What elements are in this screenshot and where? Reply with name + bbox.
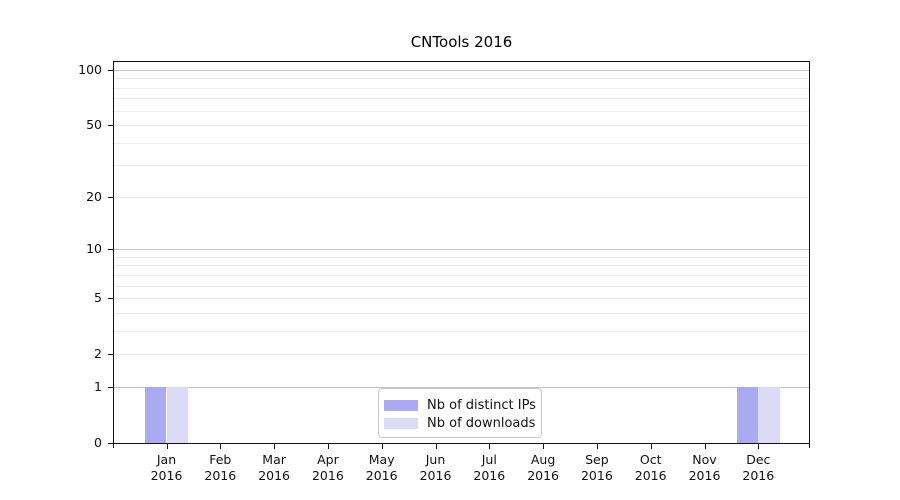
x-tick-label: Apr 2016 — [301, 452, 355, 483]
y-gridline-major — [114, 249, 809, 251]
y-tick-label: 5 — [94, 290, 102, 306]
y-gridline-minor — [114, 256, 809, 258]
bar-distinct-ips — [144, 386, 167, 443]
x-tick — [489, 444, 491, 449]
x-tick — [650, 444, 652, 449]
x-tick — [381, 444, 383, 449]
x-tick — [758, 444, 760, 449]
x-tick-label: Jun 2016 — [409, 452, 463, 483]
y-gridline-minor — [114, 78, 809, 80]
y-tick-label: 50 — [86, 117, 102, 133]
y-gridline-minor — [114, 142, 809, 144]
x-tick-label: Jul 2016 — [462, 452, 516, 483]
y-gridline-minor — [114, 265, 809, 267]
y-gridline-minor — [114, 330, 809, 332]
y-tick — [108, 443, 113, 444]
y-gridline-minor — [114, 125, 809, 127]
month-label: Apr — [317, 452, 339, 467]
y-tick-label: 20 — [86, 188, 102, 204]
year-label: 2016 — [150, 467, 183, 483]
y-tick — [108, 125, 113, 127]
y-gridline-minor — [114, 354, 809, 356]
x-tick-label: Feb 2016 — [193, 452, 247, 483]
bar-downloads — [166, 386, 189, 443]
x-tick — [596, 444, 598, 449]
month-label: Jun — [425, 452, 446, 467]
legend: Nb of distinct IPs Nb of downloads — [378, 388, 542, 438]
year-label: 2016 — [473, 467, 506, 483]
year-label: 2016 — [688, 467, 721, 483]
year-label: 2016 — [419, 467, 452, 483]
frame-corner-stub — [113, 443, 114, 448]
x-tick-label: May 2016 — [355, 452, 409, 483]
x-tick — [220, 444, 222, 449]
y-gridline-minor — [114, 196, 809, 198]
x-tick-label: Oct 2016 — [624, 452, 678, 483]
legend-swatch-downloads — [384, 417, 418, 429]
x-tick-label: Aug 2016 — [516, 452, 570, 483]
month-label: Dec — [746, 452, 771, 467]
x-tick-label: Sep 2016 — [570, 452, 624, 483]
x-tick — [166, 444, 168, 449]
year-label: 2016 — [527, 467, 559, 483]
month-label: Jan — [156, 452, 177, 467]
legend-label: Nb of downloads — [427, 415, 536, 431]
year-label: 2016 — [258, 467, 290, 483]
bar-downloads — [758, 386, 780, 443]
y-gridline-minor — [114, 98, 809, 100]
y-gridline-minor — [114, 165, 809, 167]
x-tick-label: Jan 2016 — [140, 452, 194, 483]
month-label: May — [368, 452, 395, 467]
month-label: Jul — [481, 452, 497, 467]
y-tick-label: 10 — [86, 241, 102, 257]
month-label: Aug — [530, 452, 556, 467]
y-gridline-minor — [114, 87, 809, 89]
month-label: Sep — [585, 452, 609, 467]
y-tick-label: 0 — [94, 435, 102, 450]
y-tick — [108, 354, 113, 356]
x-tick — [327, 444, 329, 449]
year-label: 2016 — [742, 467, 775, 483]
y-tick-label: 2 — [94, 346, 102, 362]
y-tick — [108, 70, 113, 71]
legend-row: Nb of downloads — [384, 415, 536, 431]
legend-label: Nb of distinct IPs — [427, 397, 536, 413]
y-gridline-minor — [114, 110, 809, 112]
year-label: 2016 — [634, 467, 667, 483]
x-tick-label: Mar 2016 — [247, 452, 301, 483]
legend-swatch-distinct-ips — [384, 399, 418, 411]
month-label: Oct — [639, 452, 662, 467]
y-tick-label: 1 — [94, 378, 102, 394]
chart-title: CNTools 2016 — [410, 33, 513, 51]
y-gridline-major — [114, 70, 809, 71]
x-tick — [543, 444, 545, 449]
month-label: Feb — [209, 452, 232, 467]
y-tick — [108, 386, 113, 388]
legend-row: Nb of distinct IPs — [384, 397, 536, 413]
frame-corner-stub — [809, 443, 810, 448]
y-tick — [108, 298, 113, 300]
x-tick-label: Nov 2016 — [678, 452, 732, 483]
year-label: 2016 — [365, 467, 398, 483]
x-tick — [274, 444, 276, 449]
month-label: Mar — [262, 452, 286, 467]
y-tick-label: 100 — [78, 62, 102, 77]
month-label: Nov — [692, 452, 717, 467]
x-tick-label: Dec 2016 — [731, 452, 785, 483]
y-tick — [108, 196, 113, 198]
x-tick — [704, 444, 706, 449]
y-gridline-major — [114, 386, 809, 388]
year-label: 2016 — [311, 467, 344, 483]
year-label: 2016 — [580, 467, 613, 483]
y-gridline-minor — [114, 285, 809, 287]
y-gridline-minor — [114, 312, 809, 314]
year-label: 2016 — [204, 467, 237, 483]
y-gridline-minor — [114, 298, 809, 300]
y-gridline-minor — [114, 274, 809, 276]
plot-area — [113, 61, 810, 444]
y-tick — [108, 249, 113, 251]
x-tick — [435, 444, 437, 449]
bar-distinct-ips — [736, 386, 759, 443]
